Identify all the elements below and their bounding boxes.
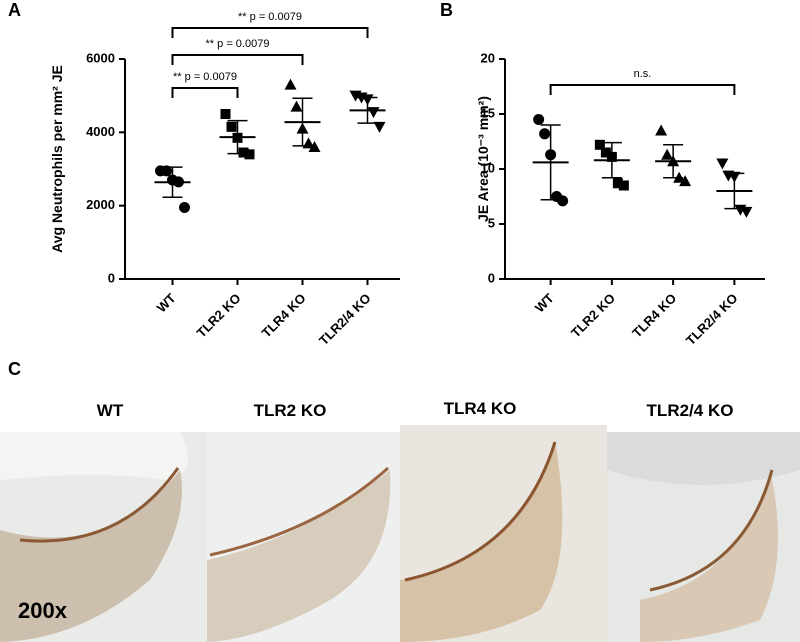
y-tick-label: 10 <box>481 160 495 175</box>
significance-bracket <box>171 54 304 65</box>
panel-letter: C <box>8 359 21 379</box>
data-point <box>284 78 297 90</box>
image-title: TLR4 KO <box>444 399 517 418</box>
data-point <box>533 114 545 125</box>
significance-label: ** p = 0.0079 <box>206 38 270 50</box>
data-point <box>373 121 386 133</box>
significance-label: ** p = 0.0079 <box>173 71 237 83</box>
data-point <box>612 178 623 189</box>
data-point <box>594 139 605 150</box>
data-point <box>290 100 303 112</box>
error-bar <box>162 166 183 198</box>
data-point <box>238 147 249 158</box>
image-title: TLR2 KO <box>254 401 327 420</box>
data-point <box>367 107 380 119</box>
error-bar <box>724 172 745 210</box>
data-point <box>308 141 321 152</box>
data-point <box>661 148 674 160</box>
y-tick-label: 2000 <box>86 197 115 212</box>
magnification: 200x <box>18 598 68 623</box>
error-bar <box>663 144 684 179</box>
error-bar <box>601 141 622 179</box>
data-point <box>740 206 753 218</box>
y-tick-label: 4000 <box>86 124 115 139</box>
data-point <box>179 202 190 213</box>
data-point <box>618 180 629 191</box>
y-axis-label: JE Area (10⁻³ mm²) <box>475 96 491 222</box>
significance-label: ** p = 0.0079 <box>238 11 302 23</box>
x-tick-label: TLR2/4 KO <box>316 291 374 349</box>
data-point <box>539 128 551 140</box>
x-tick-label: TLR4 KO <box>629 291 679 341</box>
panel-letter: A <box>8 0 21 20</box>
error-bar <box>540 124 561 201</box>
x-tick-label: WT <box>154 290 179 315</box>
data-point <box>600 147 611 158</box>
error-bar <box>357 96 378 124</box>
data-point <box>557 195 569 207</box>
y-tick-label: 20 <box>481 50 495 65</box>
x-tick-label: TLR2 KO <box>568 291 618 341</box>
data-point <box>220 109 231 119</box>
data-point <box>226 121 237 132</box>
data-point <box>716 158 729 170</box>
x-tick-label: TLR2/4 KO <box>683 291 741 349</box>
x-tick-label: TLR2 KO <box>194 291 244 341</box>
error-bar <box>227 119 248 155</box>
x-tick-label: WT <box>532 290 557 315</box>
x-tick-label: TLR4 KO <box>259 291 309 341</box>
y-tick-label: 5 <box>488 215 495 230</box>
data-point <box>655 124 668 136</box>
panel-letter: B <box>440 0 453 20</box>
significance-bracket <box>171 27 369 38</box>
image-title: TLR2/4 KO <box>647 401 734 420</box>
data-point <box>679 175 692 187</box>
y-tick-label: 0 <box>488 270 495 285</box>
y-tick-label: 15 <box>481 105 495 120</box>
data-point <box>161 165 172 177</box>
significance-bracket <box>549 84 736 95</box>
micrographs <box>0 425 800 642</box>
data-point <box>244 149 255 160</box>
significance-bracket <box>171 87 239 98</box>
significance-label: n.s. <box>634 68 652 80</box>
error-bar <box>292 97 313 147</box>
y-tick-label: 6000 <box>86 50 115 65</box>
y-tick-label: 0 <box>108 270 115 285</box>
image-title: WT <box>97 401 124 420</box>
y-axis-label: Avg Neutrophils per mm² JE <box>49 65 65 253</box>
